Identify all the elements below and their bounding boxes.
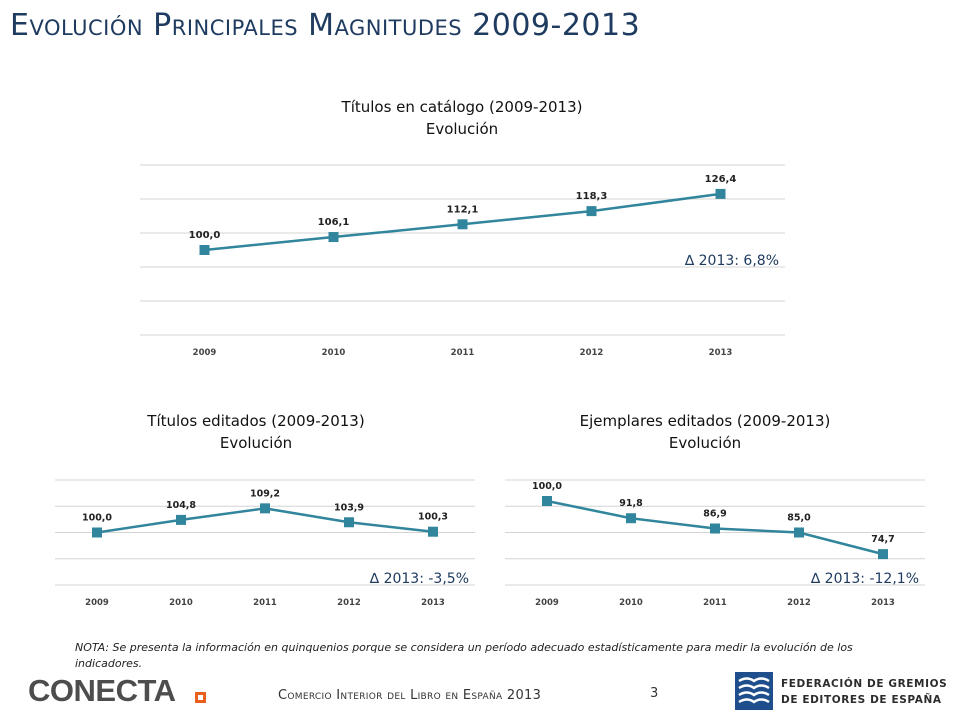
x-tick-2013: 2013	[421, 598, 445, 608]
chart-3-title-line1: Ejemplares editados (2009-2013)	[579, 412, 831, 430]
chart-1-title: Títulos en catálogo (2009-2013) Evolució…	[262, 96, 662, 140]
delta-annotation: ∆ 2013: -3,5%	[369, 571, 469, 587]
data-label-2011: 86,9	[703, 509, 726, 520]
data-point-2013	[715, 188, 726, 199]
x-tick-2013: 2013	[709, 348, 733, 358]
chart-3-title-line2: Evolución	[668, 434, 742, 452]
data-point-2009	[542, 496, 552, 506]
data-point-2012	[794, 527, 804, 538]
data-label-2012: 103,9	[334, 502, 364, 513]
data-point-2012	[344, 517, 354, 528]
federacion-logo: FEDERACIÓN DE GREMIOS DE EDITORES DE ESP…	[735, 672, 950, 712]
data-label-2013: 74,7	[871, 534, 894, 545]
x-tick-2011: 2011	[253, 598, 277, 608]
data-point-2010	[626, 513, 636, 524]
chart-2-title-line2: Evolución	[219, 434, 293, 452]
x-tick-2009: 2009	[193, 348, 217, 358]
data-label-2010: 104,8	[166, 500, 196, 511]
data-point-2013	[878, 549, 888, 560]
x-tick-2012: 2012	[337, 598, 361, 608]
data-label-2010: 106,1	[318, 217, 350, 228]
delta-annotation: ∆ 2013: 6,8%	[684, 253, 779, 269]
delta-annotation: ∆ 2013: -12,1%	[810, 571, 919, 587]
data-point-2009	[199, 245, 210, 255]
data-label-2009: 100,0	[189, 230, 221, 241]
chart-2-title: Títulos editados (2009-2013) Evolución	[56, 410, 456, 454]
x-tick-2012: 2012	[787, 598, 811, 608]
x-tick-2011: 2011	[451, 348, 475, 358]
data-point-2010	[176, 514, 186, 525]
data-label-2009: 100,0	[532, 481, 562, 492]
federacion-emblem-icon	[735, 672, 773, 710]
data-point-2011	[457, 219, 468, 230]
chart-1-title-line2: Evolución	[425, 120, 499, 138]
page-title: Evolución Principales Magnitudes 2009-20…	[10, 8, 641, 43]
x-tick-2013: 2013	[871, 598, 895, 608]
federacion-line1: FEDERACIÓN DE GREMIOS	[781, 678, 948, 690]
conecta-logo: CONECTA	[28, 673, 206, 708]
chart-1-title-line1: Títulos en catálogo (2009-2013)	[341, 98, 583, 116]
x-tick-2011: 2011	[703, 598, 727, 608]
chart-1-titulos-catalogo: 100,0 2009 106,1 2010 112,1 2011 118,3 2012 126,…	[140, 164, 785, 358]
x-tick-2010: 2010	[169, 598, 193, 608]
data-point-2012	[586, 206, 597, 217]
footer-title: Comercio Interior del Libro en España 20…	[278, 688, 542, 703]
data-label-2013: 100,3	[418, 512, 448, 523]
data-label-2012: 85,0	[787, 513, 811, 524]
chart-2-titulos-editados: 100,0 2009 104,8 2010 109,2 2011 103,9 2012 100,…	[55, 479, 475, 608]
data-point-2009	[92, 527, 102, 538]
data-label-2012: 118,3	[576, 191, 608, 202]
x-tick-2010: 2010	[322, 348, 346, 358]
data-label-2010: 91,8	[619, 498, 643, 509]
x-tick-2009: 2009	[535, 598, 559, 608]
x-tick-2012: 2012	[580, 348, 604, 358]
data-point-2011	[710, 523, 720, 534]
chart-3-title: Ejemplares editados (2009-2013) Evolució…	[505, 410, 905, 454]
data-point-2010	[328, 232, 339, 243]
note-text: NOTA: Se presenta la información en quin…	[75, 641, 853, 670]
x-tick-2010: 2010	[619, 598, 643, 608]
page-number: 3	[650, 686, 659, 701]
data-label-2011: 112,1	[447, 204, 479, 215]
chart-2-title-line1: Títulos editados (2009-2013)	[147, 412, 365, 430]
federacion-line2: DE EDITORES DE ESPAÑA	[781, 694, 942, 706]
data-label-2009: 100,0	[82, 513, 112, 524]
conecta-logo-text: CONECTA	[28, 673, 176, 708]
chart-3-ejemplares-editados: 100,0 2009 91,8 2010 86,9 2011 85,0 2012 74,7 201…	[505, 479, 925, 608]
data-label-2013: 126,4	[705, 174, 737, 185]
data-point-2013	[428, 526, 438, 537]
x-tick-2009: 2009	[85, 598, 109, 608]
data-point-2011	[260, 503, 270, 514]
data-label-2011: 109,2	[250, 488, 280, 499]
